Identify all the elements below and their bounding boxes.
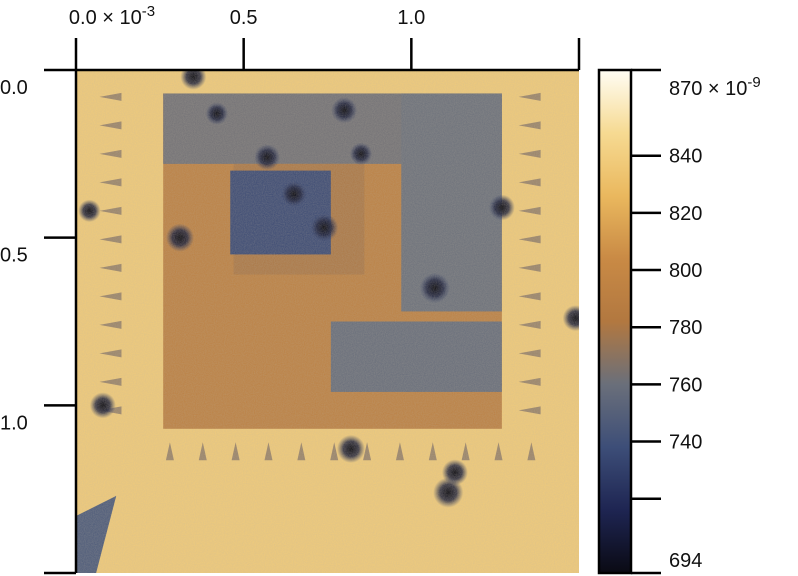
colorbar-tick-label: 780: [669, 317, 702, 339]
noise-texture: [76, 70, 579, 573]
x-tick-label: 0.5: [230, 7, 258, 29]
y-tick-label: 0.0: [0, 77, 28, 99]
colorbar-ticks: 870 × 10-9 840 820 800 780 760 740 694: [631, 68, 761, 575]
x-tick-label: 1.0: [397, 7, 425, 29]
colorbar-tick-label: 740: [669, 432, 702, 454]
colorbar-tick-label: 760: [669, 374, 702, 396]
colorbar-tick-label: 800: [669, 260, 702, 282]
colorbar-tick-label: 820: [669, 203, 702, 225]
y-tick-label: 0.5: [0, 245, 28, 267]
colorbar-tick-label: 840: [669, 146, 702, 168]
colorbar-tick-label: 870 × 10-9: [669, 74, 761, 100]
x-tick-label: 0.0 × 10-3: [69, 3, 155, 29]
heatmap-image: [76, 70, 579, 573]
x-tick-exponent: -3: [142, 3, 155, 20]
colorbar-tick-exponent: -9: [747, 74, 760, 91]
colorbar: [597, 68, 633, 575]
colorbar-tick-label: 694: [669, 550, 702, 572]
y-axis-ticks: 0.0 0.5 1.0: [0, 68, 76, 575]
x-axis-ticks: 0.0 × 10-3 0.5 1.0: [69, 3, 581, 70]
y-tick-label: 1.0: [0, 412, 28, 434]
